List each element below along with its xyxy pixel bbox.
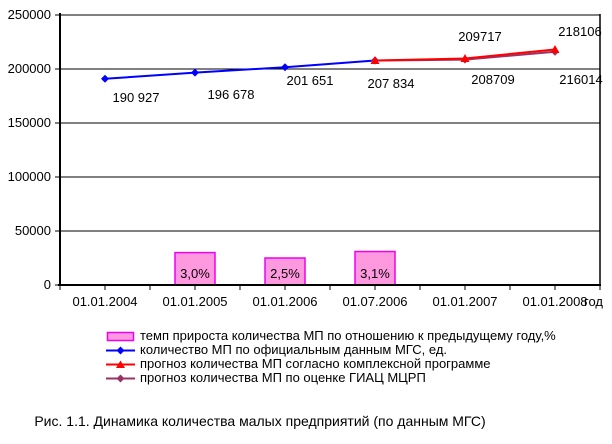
data-label: 201 651 <box>286 73 334 88</box>
data-label: 3,1% <box>360 266 390 281</box>
chart-legend: темп прироста количества МП по отношению… <box>106 329 556 385</box>
legend-label: прогноз количества МП согласно комплексн… <box>140 356 491 371</box>
data-label: 209717 <box>458 29 502 44</box>
legend-item: прогноз количества МП согласно комплексн… <box>106 357 556 371</box>
chart-area: 250000 200000 150000 100000 50000 0 01.01.200… <box>7 7 603 385</box>
chart-caption: Рис. 1.1. Динамика количества малых пред… <box>34 413 486 429</box>
diamond-marker <box>191 68 199 77</box>
data-label: 208709 <box>471 72 515 87</box>
legend-item: количество МП по официальным данным МГС,… <box>106 343 556 357</box>
legend-item: темп прироста количества МП по отношению… <box>106 329 556 343</box>
y-axis-label: 0 <box>43 277 51 292</box>
data-label: 216014 <box>559 72 603 87</box>
y-axis-label: 150000 <box>7 115 51 130</box>
legend-label: прогноз количества МП по оценке ГИАЦ МЦР… <box>140 370 426 385</box>
series-line <box>104 59 376 80</box>
y-axis-label: 50000 <box>14 223 51 238</box>
triangle-marker <box>370 56 380 65</box>
data-label: 207 834 <box>367 76 415 91</box>
chart-canvas <box>55 13 601 290</box>
x-axis-label: 01.01.2008 <box>522 294 588 309</box>
x-axis-label: 01.01.2007 <box>432 294 498 309</box>
bar <box>174 251 216 286</box>
y-axis-label: 250000 <box>7 7 51 22</box>
x-axis-label: 01.01.2005 <box>162 294 228 309</box>
triangle-marker <box>460 54 470 63</box>
legend-label: количество МП по официальным данным МГС,… <box>140 342 448 357</box>
bar-swatch-icon <box>106 331 135 341</box>
legend-item: прогноз количества МП по оценке ГИАЦ МЦР… <box>106 371 556 385</box>
y-axis-label: 100000 <box>7 169 51 184</box>
x-axis-label: 01.07.2006 <box>342 294 408 309</box>
x-axis-label: 01.01.2004 <box>72 294 138 309</box>
y-axis-label: 200000 <box>7 61 51 76</box>
triangle-line-swatch-icon <box>106 360 135 368</box>
triangle-marker <box>550 44 560 53</box>
diamond-marker <box>101 74 109 83</box>
data-label: 2,5% <box>270 266 300 281</box>
legend-label: темп прироста количества МП по отношению… <box>140 328 556 343</box>
diamond-marker <box>281 63 289 72</box>
data-label: 3,0% <box>180 266 210 281</box>
data-label: 190 927 <box>112 90 160 105</box>
x-axis-unit-label: год <box>584 294 603 309</box>
x-axis-label: 01.01.2006 <box>252 294 318 309</box>
data-label: 218106 <box>558 24 602 39</box>
diamond-line-swatch-icon <box>106 346 135 354</box>
bar <box>264 257 306 286</box>
diamond-line-swatch-icon <box>106 374 135 382</box>
data-label: 196 678 <box>207 87 255 102</box>
